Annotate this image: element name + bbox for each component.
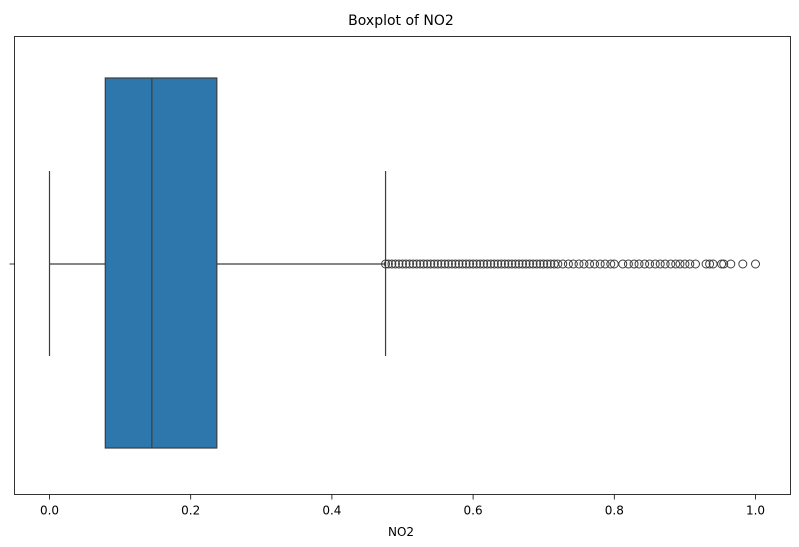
outlier-point xyxy=(690,259,700,269)
outlier-point xyxy=(510,259,520,269)
outlier-point xyxy=(419,259,429,269)
plot-area-frame xyxy=(14,36,791,495)
outlier-point xyxy=(726,259,736,269)
outlier-point xyxy=(618,259,628,269)
outlier-point xyxy=(685,259,695,269)
outlier-point xyxy=(390,259,400,269)
outlier-point xyxy=(518,259,528,269)
outlier-point xyxy=(719,259,729,269)
outlier-point xyxy=(493,259,503,269)
x-tick-label: 0.4 xyxy=(322,504,341,518)
outlier-point xyxy=(568,259,578,269)
outlier-point xyxy=(705,259,715,269)
outlier-point xyxy=(472,259,482,269)
outlier-point xyxy=(514,259,524,269)
outlier-point xyxy=(486,259,496,269)
outlier-point xyxy=(525,259,535,269)
x-tick-label: 0.8 xyxy=(605,504,624,518)
outlier-point xyxy=(623,259,633,269)
outlier-point xyxy=(738,259,748,269)
x-tick-label: 0.0 xyxy=(40,504,59,518)
outlier-point xyxy=(433,259,443,269)
x-axis-label: NO2 xyxy=(388,525,414,539)
outlier-point xyxy=(751,259,760,269)
outlier-point xyxy=(629,259,639,269)
outlier-point xyxy=(398,259,407,269)
outlier-point xyxy=(717,259,727,269)
outlier-point xyxy=(394,259,404,269)
outlier-point xyxy=(479,259,489,269)
outlier-point xyxy=(542,259,552,269)
outlier-point xyxy=(415,259,425,269)
outlier-point xyxy=(447,259,457,269)
outlier-point xyxy=(475,259,485,269)
outlier-point xyxy=(585,259,595,269)
outlier-point xyxy=(666,259,676,269)
outlier-point xyxy=(532,259,542,269)
outlier-point xyxy=(381,259,391,269)
chart-title: Boxplot of NO2 xyxy=(348,13,454,29)
outlier-point xyxy=(436,259,446,269)
outlier-point xyxy=(503,259,513,269)
outlier-point xyxy=(500,259,510,269)
outlier-point xyxy=(680,259,690,269)
x-tick-label: 1.0 xyxy=(746,504,765,518)
outlier-point xyxy=(539,259,549,269)
outlier-point xyxy=(461,259,471,269)
outlier-point xyxy=(606,259,616,269)
outlier-point xyxy=(440,259,450,269)
outlier-point xyxy=(450,259,460,269)
outlier-point xyxy=(383,259,393,269)
outlier-point xyxy=(465,259,475,269)
outlier-point xyxy=(535,259,545,269)
outlier-point xyxy=(640,259,650,269)
outlier-point xyxy=(496,259,506,269)
outlier-point xyxy=(387,259,397,269)
outlier-point xyxy=(590,259,600,269)
outlier-point xyxy=(645,259,655,269)
outlier-point xyxy=(401,259,411,269)
outlier-point xyxy=(701,259,711,269)
outlier-point xyxy=(443,259,453,269)
outlier-point xyxy=(408,259,418,269)
outlier-point xyxy=(528,259,538,269)
x-tick-label: 0.2 xyxy=(181,504,200,518)
box-iqr xyxy=(104,77,218,449)
outlier-point xyxy=(521,259,531,269)
outlier-point xyxy=(650,259,660,269)
chart-marks xyxy=(48,77,760,449)
outlier-point xyxy=(595,259,605,269)
outlier-point xyxy=(454,259,464,269)
outlier-point xyxy=(482,259,492,269)
outlier-point xyxy=(546,259,556,269)
outlier-point xyxy=(671,259,681,269)
outlier-point xyxy=(429,259,439,269)
outlier-point xyxy=(675,259,685,269)
outlier-point xyxy=(634,259,644,269)
outlier-point xyxy=(574,259,584,269)
outlier-point xyxy=(553,259,563,269)
outlier-point xyxy=(507,259,517,269)
outlier-point xyxy=(489,259,499,269)
outlier-point xyxy=(558,259,568,269)
outlier-point xyxy=(422,259,432,269)
outlier-point xyxy=(405,259,415,269)
outlier-point xyxy=(600,259,610,269)
outlier-point xyxy=(426,259,436,269)
outlier-point xyxy=(655,259,665,269)
outlier-point xyxy=(660,259,670,269)
outlier-point xyxy=(468,259,478,269)
outlier-point xyxy=(458,259,468,269)
x-axis: 0.0 0.2 0.4 0.6 0.8 1.0 xyxy=(40,494,765,518)
x-tick-label: 0.6 xyxy=(464,504,483,518)
outlier-point xyxy=(412,259,422,269)
outlier-point xyxy=(579,259,589,269)
outlier-point xyxy=(563,259,573,269)
